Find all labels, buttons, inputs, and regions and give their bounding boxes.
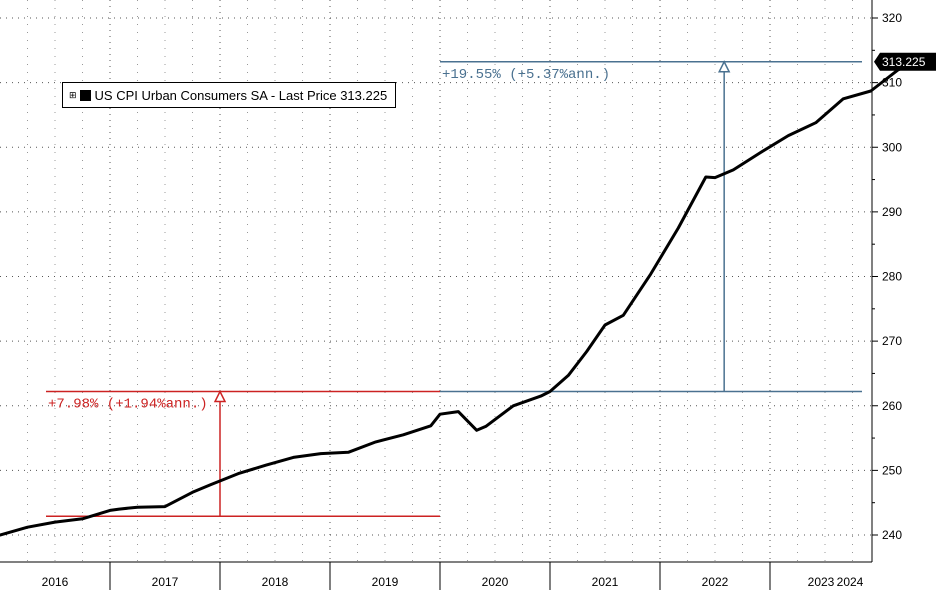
- year-label: 2024: [837, 575, 864, 589]
- annotation-layer: +7.98% (+1.94%ann.) +19.55% (+5.37%ann.): [46, 60, 862, 518]
- grid-lines: [0, 0, 872, 562]
- annotation-arrow-icon: [717, 60, 731, 73]
- annotation-arrow-icon: [213, 389, 227, 403]
- y-tick-label: 260: [882, 399, 902, 413]
- year-label: 2021: [592, 575, 619, 589]
- axes: 240 250 260 270 280 290 300 310 320 2016 2017 2018 2…: [0, 0, 902, 590]
- y-tick-label: 270: [882, 334, 902, 348]
- series-layer: [0, 60, 928, 537]
- annotation-2: +19.55% (+5.37%ann.): [440, 60, 862, 393]
- annotation-label: +19.55% (+5.37%ann.): [442, 67, 610, 83]
- legend-toggle-icon[interactable]: ⊞: [69, 89, 77, 100]
- last-value-badge: 313.225: [874, 52, 936, 71]
- y-tick-label: 240: [882, 528, 902, 542]
- y-tick-label: 250: [882, 463, 902, 477]
- annotation-1: +7.98% (+1.94%ann.): [46, 389, 440, 518]
- year-label: 2023: [808, 575, 835, 589]
- y-tick-label: 300: [882, 140, 902, 154]
- year-label: 2022: [702, 575, 729, 589]
- year-label: 2018: [262, 575, 289, 589]
- legend-swatch: [79, 89, 91, 101]
- y-tick-label: 280: [882, 270, 902, 284]
- year-label: 2019: [372, 575, 399, 589]
- annotation-label: +7.98% (+1.94%ann.): [48, 397, 208, 413]
- last-value-label: 313.225: [882, 55, 926, 69]
- year-label: 2016: [42, 575, 69, 589]
- series-line: [0, 60, 928, 537]
- last-value-badge-shape: [874, 52, 936, 71]
- year-label: 2020: [482, 575, 509, 589]
- legend-label: US CPI Urban Consumers SA - Last Price 3…: [94, 87, 388, 103]
- y-tick-label: 310: [882, 76, 902, 90]
- year-label: 2017: [152, 575, 179, 589]
- chart-legend[interactable]: ⊞ US CPI Urban Consumers SA - Last Price…: [62, 82, 397, 108]
- y-tick-label: 290: [882, 205, 902, 219]
- y-tick-label: 320: [882, 11, 902, 25]
